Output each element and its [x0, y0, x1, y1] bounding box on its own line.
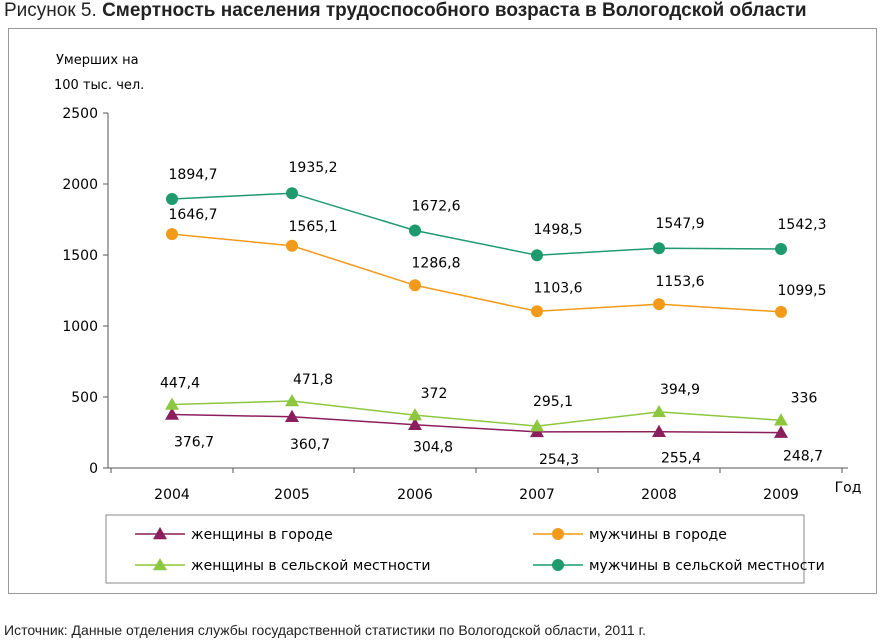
data-label: 304,8	[413, 440, 453, 456]
data-point	[286, 239, 298, 252]
legend-swatch-marker	[153, 558, 167, 571]
data-point	[653, 298, 665, 311]
data-label: 1565,1	[289, 219, 338, 235]
data-point	[409, 279, 421, 292]
data-label: 295,1	[533, 394, 573, 410]
x-tick-label: 2007	[519, 487, 555, 503]
data-label: 1099,5	[778, 283, 827, 299]
data-label: 1935,2	[289, 160, 338, 176]
data-label: 360,7	[290, 437, 330, 453]
data-point	[531, 305, 543, 318]
data-label: 376,7	[174, 435, 214, 451]
chart-frame	[8, 28, 877, 594]
data-point	[408, 408, 422, 421]
series-line	[171, 413, 782, 434]
data-label: 1542,3	[778, 217, 827, 233]
data-label: 1646,7	[169, 207, 218, 223]
data-point	[166, 228, 178, 241]
data-point	[652, 404, 666, 418]
x-tick-label: 2004	[154, 487, 190, 503]
data-point	[166, 192, 178, 205]
data-point	[285, 409, 299, 423]
legend-swatch-marker	[153, 527, 167, 540]
data-label: 1894,7	[169, 167, 218, 183]
data-point	[165, 407, 179, 420]
data-point	[652, 424, 666, 437]
data-label: 1103,6	[534, 280, 583, 296]
data-point	[409, 224, 421, 237]
legend-box	[105, 514, 805, 584]
data-label: 248,7	[783, 449, 823, 465]
data-point	[653, 242, 665, 255]
series-line	[171, 192, 782, 256]
figure-title-text: Смертность населения трудоспособного воз…	[102, 0, 807, 21]
legend-label: мужчины в городе	[589, 527, 727, 543]
x-tick-label: 2008	[641, 487, 677, 503]
y-tick-label: 2500	[62, 106, 98, 122]
legend-label: женщины в сельской местности	[191, 558, 431, 574]
source-note: Источник: Данные отделения службы госуда…	[4, 622, 646, 638]
y-tick-label: 500	[71, 390, 98, 406]
data-point	[285, 394, 299, 407]
data-point	[774, 425, 788, 438]
data-label: 1286,8	[412, 255, 461, 271]
data-label: 1547,9	[656, 216, 705, 232]
data-label: 471,8	[293, 372, 333, 388]
y-tick-label: 1000	[62, 319, 98, 335]
y-axis-title-line2: 100 тыс. чел.	[54, 78, 144, 93]
data-point	[530, 419, 544, 432]
data-label: 254,3	[539, 452, 579, 468]
figure-title: Рисунок 5. Смертность населения трудоспо…	[4, 0, 807, 22]
data-point	[408, 417, 422, 430]
legend-swatch-marker	[552, 559, 564, 571]
data-label: 1153,6	[656, 274, 705, 290]
data-point	[165, 397, 179, 410]
data-label: 1498,5	[534, 222, 583, 238]
legend-label: женщины в городе	[191, 527, 333, 543]
data-label: 255,4	[661, 451, 701, 467]
x-tick-label: 2009	[763, 487, 799, 503]
y-axis-title-line1: Умерших на	[56, 53, 139, 68]
figure-number: Рисунок 5.	[4, 0, 97, 21]
data-point	[774, 413, 788, 426]
data-label: 394,9	[660, 382, 700, 398]
y-tick-label: 0	[89, 461, 98, 477]
x-tick-label: 2006	[397, 487, 433, 503]
data-point	[531, 249, 543, 262]
x-axis-title: Год	[835, 480, 862, 496]
data-point	[775, 242, 787, 255]
data-point	[286, 187, 298, 200]
x-tick-label: 2005	[274, 487, 310, 503]
y-tick-label: 2000	[62, 177, 98, 193]
legend-swatch-marker	[552, 528, 564, 540]
data-label: 336	[791, 390, 818, 406]
y-tick-label: 1500	[62, 248, 98, 264]
series-line	[171, 233, 782, 313]
data-label: 447,4	[160, 375, 200, 391]
data-label: 372	[421, 386, 448, 402]
data-point	[775, 305, 787, 318]
legend-label: мужчины в сельской местности	[589, 558, 825, 574]
data-label: 1672,6	[412, 198, 461, 214]
series-line	[171, 400, 782, 427]
